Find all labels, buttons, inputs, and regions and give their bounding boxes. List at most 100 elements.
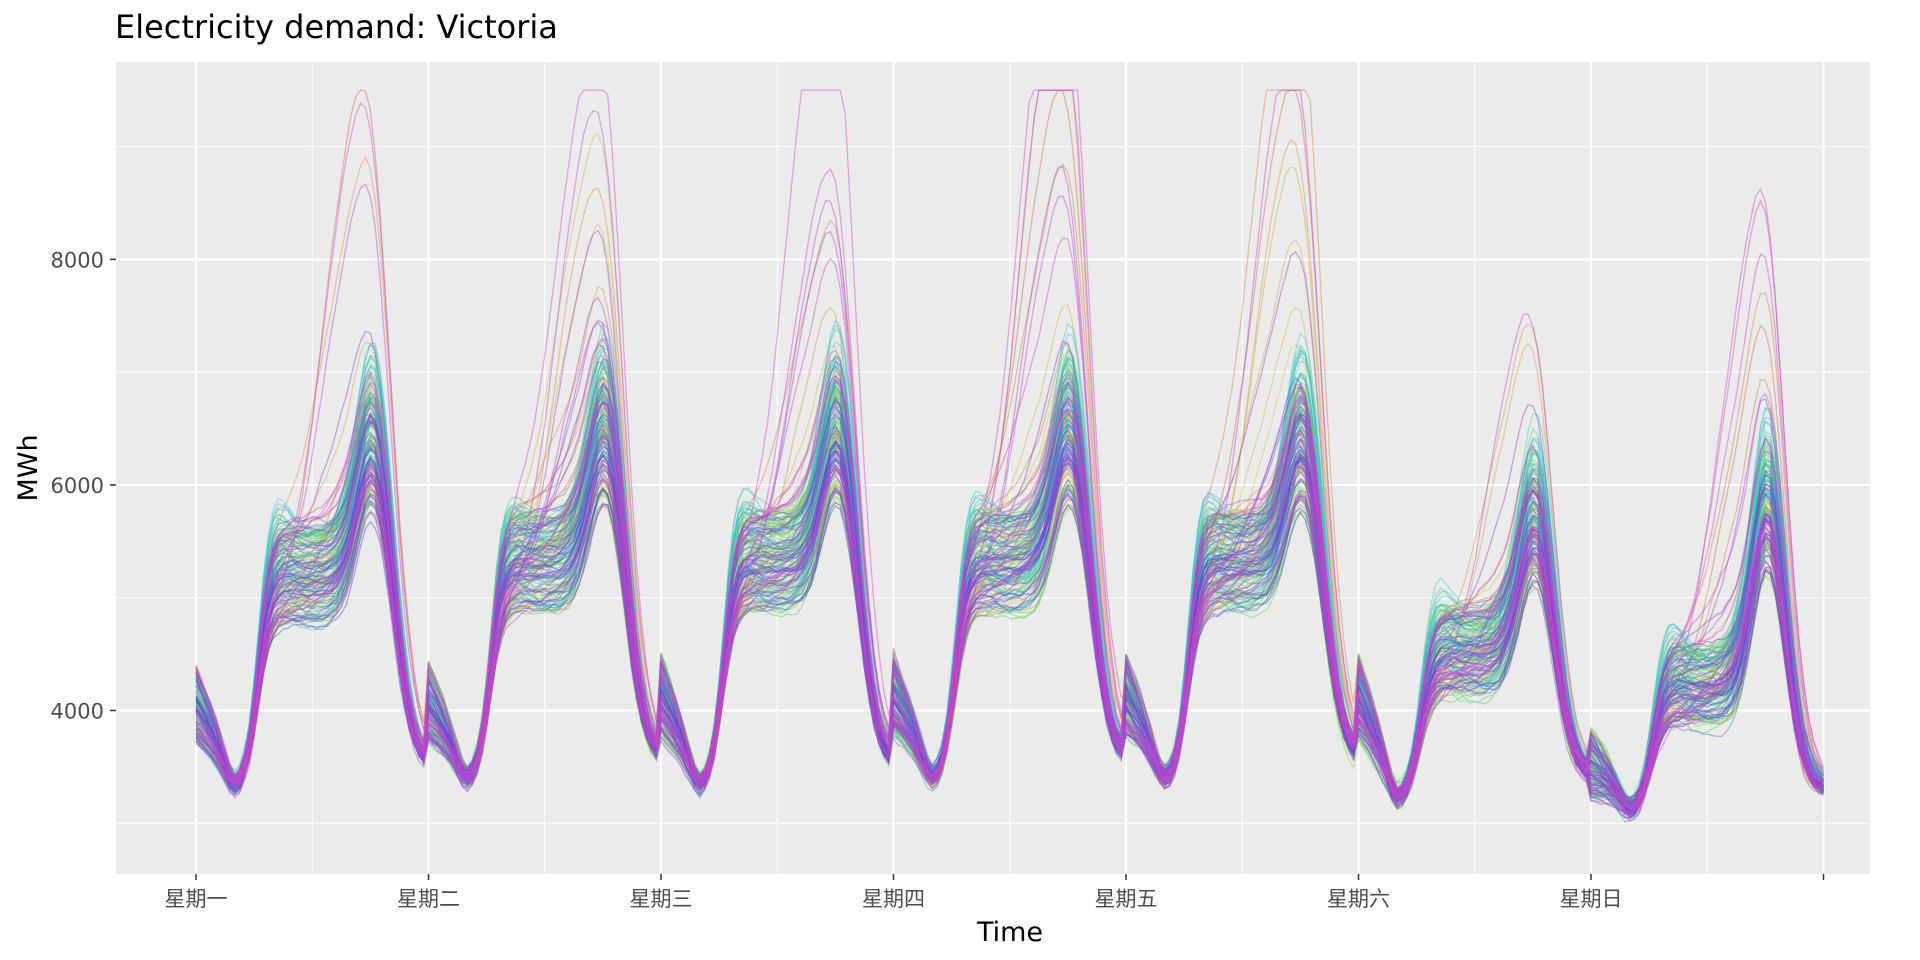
series-line <box>195 448 1824 806</box>
series-line <box>195 407 1824 813</box>
series-line <box>195 390 1825 814</box>
series-line <box>195 484 1824 815</box>
series-line <box>195 438 1824 809</box>
series-line <box>195 89 1825 807</box>
series-line <box>195 402 1824 807</box>
grid-minor <box>116 62 1870 874</box>
series-line <box>195 453 1824 813</box>
series-line <box>195 466 1824 816</box>
series-line <box>195 427 1824 816</box>
series-line <box>195 375 1824 812</box>
grid-major <box>116 62 1870 874</box>
series-line <box>195 343 1824 807</box>
series-line <box>195 396 1825 812</box>
series-line <box>195 349 1824 816</box>
y-axis: 4000 6000 8000 <box>51 248 116 723</box>
series-line <box>195 444 1825 816</box>
series-line <box>195 445 1824 817</box>
series-line <box>195 437 1824 807</box>
series-line <box>195 222 1824 803</box>
series-line <box>195 395 1825 807</box>
series-line <box>195 449 1824 811</box>
series-line <box>195 477 1824 807</box>
series-line <box>195 440 1824 815</box>
series-line <box>195 419 1824 823</box>
series-line <box>195 132 1824 809</box>
series-line <box>195 376 1824 807</box>
series-line <box>195 199 1824 807</box>
series-line <box>195 195 1824 823</box>
series-line <box>195 401 1824 808</box>
x-tick-label: 星期五 <box>1095 887 1158 911</box>
series-line <box>195 407 1824 802</box>
series-line <box>195 324 1824 811</box>
x-tick-label: 星期日 <box>1560 887 1623 911</box>
series-line <box>195 466 1824 809</box>
series-line <box>195 381 1824 803</box>
series-line <box>195 374 1825 812</box>
series-line <box>195 488 1824 803</box>
series-line <box>195 399 1824 809</box>
series-line <box>195 353 1824 810</box>
series-line <box>195 435 1824 801</box>
series-line <box>195 372 1824 801</box>
plot-panel <box>116 62 1870 874</box>
series-line <box>195 421 1825 814</box>
series-line <box>195 229 1824 810</box>
series-group <box>195 89 1825 823</box>
series-line <box>195 398 1825 805</box>
series-line <box>195 89 1825 809</box>
series-line <box>195 439 1824 815</box>
series-line <box>195 342 1824 806</box>
series-line <box>195 501 1824 811</box>
series-line <box>195 478 1824 809</box>
series-line <box>195 330 1824 814</box>
series-line <box>195 483 1824 807</box>
y-tick-label: 6000 <box>51 474 104 498</box>
series-line <box>195 486 1824 810</box>
x-tick-label: 星期二 <box>397 887 460 911</box>
series-line <box>195 340 1824 806</box>
series-line <box>195 438 1824 809</box>
series-line <box>195 378 1824 810</box>
series-line <box>195 354 1824 800</box>
series-line <box>195 478 1825 816</box>
series-line <box>195 426 1824 801</box>
series-line <box>195 382 1824 809</box>
y-axis-label: MWh <box>13 434 44 501</box>
series-line <box>195 424 1824 811</box>
series-line <box>195 364 1824 804</box>
series-line <box>195 363 1824 810</box>
chart-title: Electricity demand: Victoria <box>115 8 558 46</box>
series-line <box>195 408 1824 812</box>
series-line <box>195 89 1824 808</box>
series-line <box>195 356 1824 804</box>
series-line <box>195 400 1824 809</box>
series-line <box>195 250 1824 818</box>
series-line <box>195 400 1824 806</box>
series-line <box>195 464 1824 812</box>
series-line <box>195 457 1824 811</box>
y-tick-label: 8000 <box>51 248 104 272</box>
series-line <box>195 385 1825 812</box>
series-line <box>195 453 1824 813</box>
series-line <box>195 449 1824 809</box>
series-line <box>195 237 1824 820</box>
series-line <box>195 397 1824 802</box>
series-line <box>195 434 1824 813</box>
x-tick-label: 星期六 <box>1327 887 1390 911</box>
series-line <box>195 384 1824 808</box>
series-line <box>195 385 1824 803</box>
series-line <box>195 382 1824 802</box>
series-line <box>195 365 1824 804</box>
series-line <box>195 323 1825 813</box>
series-line <box>195 166 1824 808</box>
series-line <box>195 459 1824 819</box>
series-line <box>195 348 1825 800</box>
series-line <box>195 89 1824 819</box>
series-line <box>195 406 1825 808</box>
series-line <box>195 379 1825 812</box>
series-line <box>195 382 1825 805</box>
series-line <box>195 361 1824 808</box>
series-line <box>195 323 1824 812</box>
